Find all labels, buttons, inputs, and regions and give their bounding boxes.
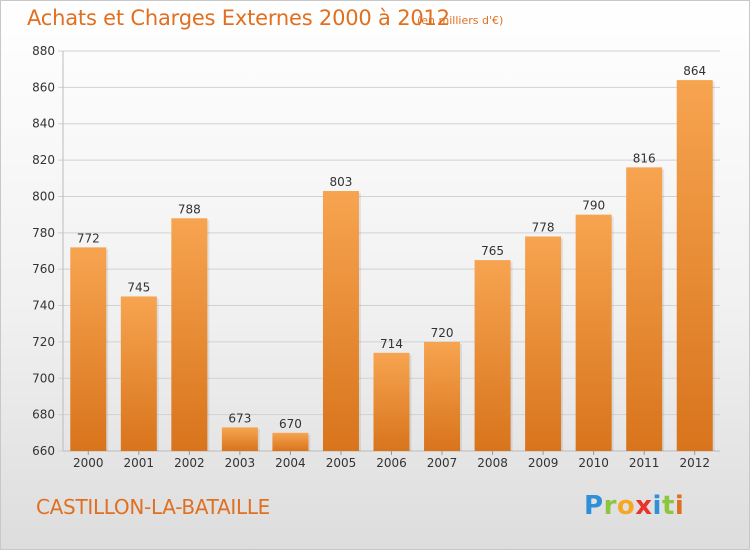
data-label: 864 xyxy=(683,64,706,78)
data-label: 714 xyxy=(380,337,403,351)
x-tick-label: 2003 xyxy=(225,456,256,470)
y-tick-label: 860 xyxy=(32,80,55,94)
commune-name: CASTILLON-LA-BATAILLE xyxy=(36,495,271,519)
data-label: 720 xyxy=(431,326,454,340)
y-tick-label: 780 xyxy=(32,226,55,240)
data-label: 788 xyxy=(178,202,201,216)
logo-letter: i xyxy=(652,491,662,521)
data-label: 670 xyxy=(279,417,302,431)
y-tick-label: 800 xyxy=(32,189,55,203)
x-tick-label: 2007 xyxy=(427,456,458,470)
logo-letter: r xyxy=(603,491,617,521)
bar xyxy=(171,218,208,451)
y-tick-label: 840 xyxy=(32,117,55,131)
data-label: 778 xyxy=(532,220,555,234)
x-tick-label: 2002 xyxy=(174,456,205,470)
data-label: 765 xyxy=(481,244,504,258)
y-tick-label: 700 xyxy=(32,371,55,385)
x-tick-label: 2005 xyxy=(326,456,357,470)
bar xyxy=(322,191,359,451)
logo-letter: o xyxy=(616,491,636,521)
bar xyxy=(575,214,612,451)
bar xyxy=(474,260,511,451)
proxiti-logo: Proxiti xyxy=(584,491,684,521)
bar xyxy=(272,432,309,451)
data-label: 816 xyxy=(633,151,656,165)
y-tick-label: 720 xyxy=(32,335,55,349)
data-label: 790 xyxy=(582,199,605,213)
x-tick-label: 2000 xyxy=(73,456,104,470)
data-label: 772 xyxy=(77,231,100,245)
data-label: 673 xyxy=(228,411,251,425)
y-tick-label: 880 xyxy=(32,44,55,58)
chart-title: Achats et Charges Externes 2000 à 2012 xyxy=(27,6,450,30)
data-label: 745 xyxy=(127,280,150,294)
x-tick-label: 2006 xyxy=(376,456,407,470)
y-tick-label: 740 xyxy=(32,299,55,313)
bar xyxy=(626,167,663,451)
logo-letter: t xyxy=(661,491,675,521)
x-tick-label: 2010 xyxy=(578,456,609,470)
bar xyxy=(221,427,258,451)
bar xyxy=(373,352,410,451)
bar xyxy=(676,80,713,451)
x-tick-label: 2009 xyxy=(528,456,559,470)
chart-subtitle: (en milliers d'€) xyxy=(417,14,504,27)
x-tick-label: 2008 xyxy=(477,456,508,470)
bar xyxy=(120,296,157,451)
logo-letter: P xyxy=(584,491,604,521)
y-tick-label: 680 xyxy=(32,408,55,422)
bar xyxy=(70,247,107,451)
y-tick-label: 660 xyxy=(32,444,55,458)
bar xyxy=(525,236,562,451)
x-tick-label: 2012 xyxy=(679,456,710,470)
y-tick-label: 820 xyxy=(32,153,55,167)
bar xyxy=(424,341,461,451)
x-tick-label: 2004 xyxy=(275,456,306,470)
x-tick-label: 2001 xyxy=(124,456,155,470)
data-label: 803 xyxy=(330,175,353,189)
logo-letter: x xyxy=(635,491,653,521)
logo-letter: i xyxy=(674,491,685,521)
y-tick-label: 760 xyxy=(32,262,55,276)
x-tick-label: 2011 xyxy=(629,456,660,470)
